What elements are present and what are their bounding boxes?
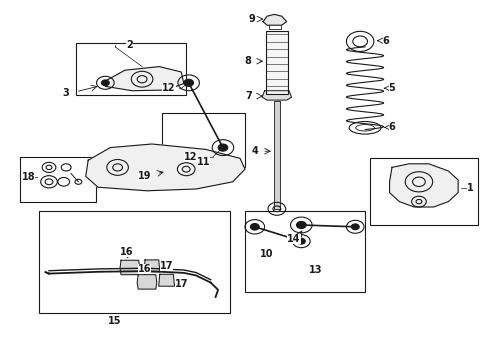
Text: 19: 19 <box>138 171 151 181</box>
Polygon shape <box>159 274 174 286</box>
Text: 14: 14 <box>287 234 301 244</box>
Text: 9: 9 <box>249 14 256 24</box>
Text: 12: 12 <box>162 83 176 93</box>
Circle shape <box>184 79 194 86</box>
Text: 16: 16 <box>120 247 133 257</box>
Text: 10: 10 <box>260 249 274 259</box>
Text: 6: 6 <box>389 122 395 132</box>
Circle shape <box>296 221 306 229</box>
Text: 7: 7 <box>245 91 252 101</box>
Text: 13: 13 <box>309 265 323 275</box>
Text: 12: 12 <box>184 152 198 162</box>
Polygon shape <box>120 260 140 275</box>
Polygon shape <box>262 91 292 100</box>
Polygon shape <box>86 144 245 191</box>
Text: 11: 11 <box>196 157 210 167</box>
Polygon shape <box>137 275 157 289</box>
Circle shape <box>250 224 259 230</box>
Text: 3: 3 <box>63 87 70 98</box>
Text: 17: 17 <box>160 261 173 271</box>
Bar <box>370 158 478 225</box>
Polygon shape <box>263 14 287 25</box>
Circle shape <box>101 80 109 86</box>
Text: 15: 15 <box>108 316 122 326</box>
Text: 18: 18 <box>22 172 35 182</box>
Polygon shape <box>390 164 458 207</box>
Text: 8: 8 <box>244 56 251 66</box>
Bar <box>266 31 288 94</box>
Bar <box>76 43 186 95</box>
Text: 6: 6 <box>383 36 390 46</box>
Bar <box>39 211 230 313</box>
Text: 4: 4 <box>251 146 258 156</box>
Text: 17: 17 <box>174 279 188 289</box>
Circle shape <box>297 238 305 244</box>
Bar <box>20 157 96 202</box>
Bar <box>162 113 245 167</box>
Circle shape <box>218 144 228 151</box>
Bar <box>245 211 365 292</box>
Text: 2: 2 <box>126 40 133 50</box>
Text: 1: 1 <box>467 183 474 193</box>
Bar <box>274 101 280 209</box>
Circle shape <box>351 224 359 230</box>
Text: 5: 5 <box>389 83 395 93</box>
Polygon shape <box>144 260 160 272</box>
Text: 16: 16 <box>138 264 151 274</box>
Polygon shape <box>105 67 184 91</box>
